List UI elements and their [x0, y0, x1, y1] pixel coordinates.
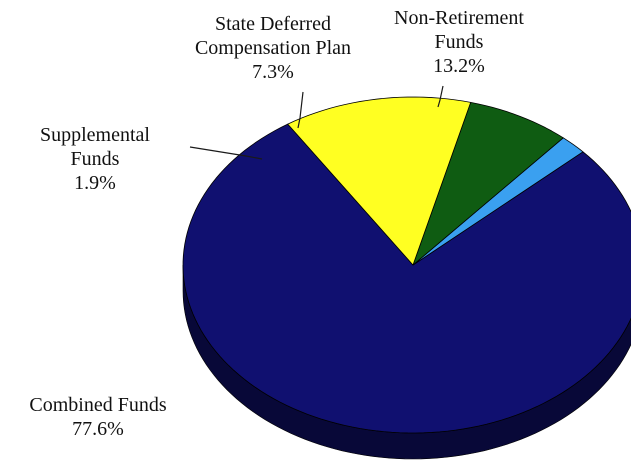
leader-lines — [189, 85, 444, 160]
slice-name-state-deferred-compensation-plan: Compensation Plan — [195, 37, 351, 59]
pie-slice-supplemental-funds — [412, 137, 584, 266]
slice-name-supplemental-funds: Funds — [71, 148, 120, 170]
pie-top-layer — [182, 96, 631, 434]
slice-name-non-retirement-funds: Non-Retirement — [394, 7, 524, 29]
slice-label-combined-funds: Combined Funds 77.6% — [29, 394, 166, 440]
slice-name-state-deferred-compensation-plan: State Deferred — [215, 13, 331, 35]
slice-name-non-retirement-funds: Funds — [435, 31, 484, 53]
leader-line-supplemental-funds — [189, 146, 263, 160]
pie-slice-combined-funds — [182, 123, 631, 434]
slice-percent-state-deferred-compensation-plan: 7.3% — [252, 61, 294, 83]
pie-slice-state-deferred-compensation-plan — [412, 101, 564, 266]
slice-percent-supplemental-funds: 1.9% — [74, 172, 116, 194]
slice-label-supplemental-funds: Supplemental Funds 1.9% — [40, 124, 150, 194]
slice-percent-combined-funds: 77.6% — [72, 418, 124, 440]
slice-name-combined-funds: Combined Funds — [29, 394, 166, 416]
leader-line-state-deferred-compensation-plan — [297, 91, 304, 129]
pie-slice-non-retirement-funds — [287, 96, 472, 266]
slice-labels: Combined Funds 77.6%Supplemental Funds 1.9%… — [29, 7, 524, 440]
slice-name-supplemental-funds: Supplemental — [40, 124, 150, 146]
leader-line-non-retirement-funds — [437, 85, 444, 108]
slice-percent-non-retirement-funds: 13.2% — [433, 55, 485, 77]
slice-label-state-deferred-compensation-plan: State Deferred Compensation Plan 7.3% — [195, 13, 351, 83]
slice-label-non-retirement-funds: Non-Retirement Funds 13.2% — [394, 7, 524, 77]
